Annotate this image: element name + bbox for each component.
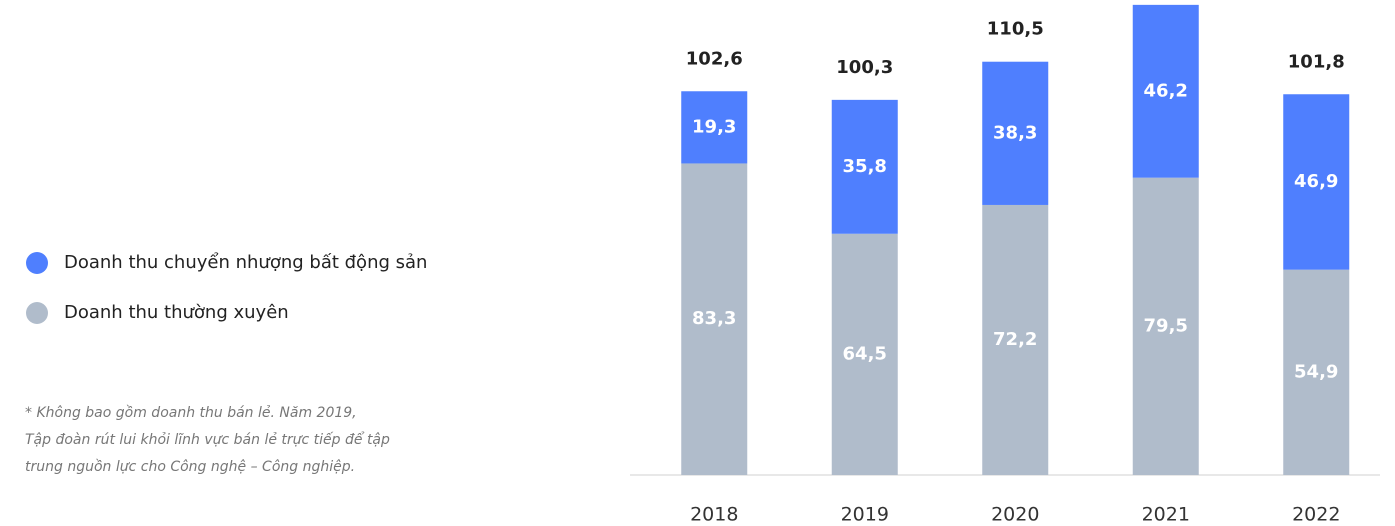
total-label: 110,5 xyxy=(987,19,1044,40)
legend-label: Doanh thu chuyển nhượng bất động sản xyxy=(64,252,427,273)
bar-segment xyxy=(982,204,1049,475)
legend-swatch xyxy=(26,302,48,324)
bar-segment xyxy=(1283,94,1350,270)
value-label: 64,5 xyxy=(843,343,887,364)
x-tick-label: 2019 xyxy=(841,504,889,526)
bar-segment xyxy=(1132,4,1199,178)
value-label: 83,3 xyxy=(692,308,736,329)
bar-segment xyxy=(681,91,748,164)
value-label: 72,2 xyxy=(993,329,1037,350)
bar-segment xyxy=(831,233,898,475)
bar-segment xyxy=(1283,269,1350,475)
footnote: * Không bao gồm doanh thu bán lẻ. Năm 20… xyxy=(25,404,357,421)
x-tick-label: 2018 xyxy=(690,504,738,526)
legend-swatch xyxy=(26,252,48,274)
total-label: 101,8 xyxy=(1288,51,1345,72)
total-label: 100,3 xyxy=(836,57,893,78)
x-tick-label: 2020 xyxy=(991,504,1039,526)
total-label: 102,6 xyxy=(686,48,743,69)
footnote: trung nguồn lực cho Công nghệ – Công ngh… xyxy=(25,458,355,475)
bar-segment xyxy=(1132,177,1199,476)
x-tick-label: 2022 xyxy=(1292,504,1340,526)
value-label: 54,9 xyxy=(1294,361,1338,382)
bar-segment xyxy=(831,99,898,234)
bar-segment xyxy=(681,163,748,475)
value-label: 19,3 xyxy=(692,116,736,137)
value-label: 46,2 xyxy=(1144,80,1188,101)
legend-label: Doanh thu thường xuyên xyxy=(64,302,289,323)
value-label: 46,9 xyxy=(1294,171,1338,192)
value-label: 38,3 xyxy=(993,122,1037,143)
footnote: Tập đoàn rút lui khỏi lĩnh vực bán lẻ tr… xyxy=(25,431,390,448)
value-label: 79,5 xyxy=(1144,315,1188,336)
x-tick-label: 2021 xyxy=(1142,504,1190,526)
bar-segment xyxy=(982,61,1049,205)
value-label: 35,8 xyxy=(843,156,887,177)
